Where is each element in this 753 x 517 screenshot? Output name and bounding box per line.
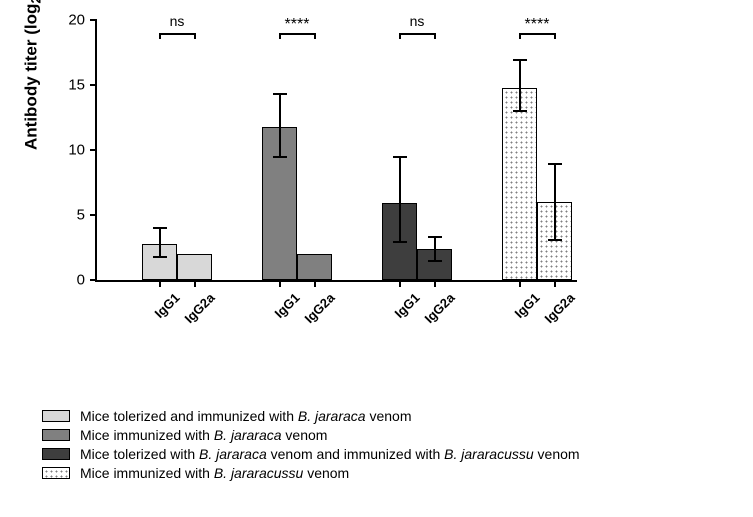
error-bar [159,228,161,257]
significance-bracket [400,33,435,35]
significance-bracket-cap [434,33,436,39]
legend-item: Mice immunized with B. jararacussu venom [42,465,580,481]
legend-label: Mice immunized with B. jararaca venom [80,427,327,443]
antibody-titer-bar-chart: Antibody titer (log2) 05101520IgG1IgG2an… [95,20,605,350]
error-bar [279,94,281,156]
error-bar [434,237,436,260]
x-tick-label: IgG2a [178,290,217,329]
error-cap [428,260,442,262]
error-cap [393,156,407,158]
x-tick [194,280,196,287]
error-cap [153,227,167,229]
significance-bracket-cap [279,33,281,39]
bar [297,254,332,280]
x-tick-label: IgG1 [263,290,302,329]
legend-swatch [42,448,70,460]
x-tick [554,280,556,287]
error-cap [393,241,407,243]
significance-bracket-cap [399,33,401,39]
y-tick-label: 20 [0,12,85,29]
error-cap [273,156,287,158]
legend-swatch [42,429,70,441]
error-cap [153,256,167,258]
legend-label: Mice tolerized and immunized with B. jar… [80,408,412,424]
significance-bracket-cap [159,33,161,39]
error-bar [519,60,521,111]
error-cap [428,236,442,238]
significance-label: ns [170,13,185,29]
y-tick [90,149,97,151]
x-tick [434,280,436,287]
bar [177,254,212,280]
significance-label: **** [525,16,550,34]
significance-bracket-cap [194,33,196,39]
legend-item: Mice tolerized with B. jararaca venom an… [42,446,580,462]
y-tick-label: 15 [0,77,85,94]
error-cap [513,110,527,112]
x-tick [279,280,281,287]
legend-swatch [42,467,70,479]
y-tick [90,84,97,86]
significance-bracket-cap [554,33,556,39]
y-tick [90,279,97,281]
plot-area: 05101520IgG1IgG2ansIgG1IgG2a****IgG1IgG2… [95,20,577,282]
x-tick-label: IgG2a [418,290,457,329]
significance-label: **** [285,16,310,34]
significance-label: ns [410,13,425,29]
y-tick [90,214,97,216]
error-bar [399,157,401,243]
x-tick [519,280,521,287]
legend-item: Mice tolerized and immunized with B. jar… [42,408,580,424]
error-cap [548,163,562,165]
y-tick-label: 0 [0,272,85,289]
bar [502,88,537,280]
x-tick-label: IgG2a [538,290,577,329]
error-bar [554,164,556,239]
legend-item: Mice immunized with B. jararaca venom [42,427,580,443]
significance-bracket-cap [519,33,521,39]
legend: Mice tolerized and immunized with B. jar… [42,405,580,484]
x-tick-label: IgG1 [143,290,182,329]
significance-bracket [160,33,195,35]
y-tick [90,19,97,21]
legend-label: Mice tolerized with B. jararaca venom an… [80,446,580,462]
error-cap [513,59,527,61]
x-tick [159,280,161,287]
x-tick-label: IgG2a [298,290,337,329]
error-cap [548,239,562,241]
x-tick-label: IgG1 [383,290,422,329]
significance-bracket-cap [314,33,316,39]
x-tick-label: IgG1 [503,290,542,329]
y-tick-label: 5 [0,207,85,224]
legend-label: Mice immunized with B. jararacussu venom [80,465,349,481]
legend-swatch [42,410,70,422]
x-tick [314,280,316,287]
y-tick-label: 10 [0,142,85,159]
error-cap [273,93,287,95]
x-tick [399,280,401,287]
